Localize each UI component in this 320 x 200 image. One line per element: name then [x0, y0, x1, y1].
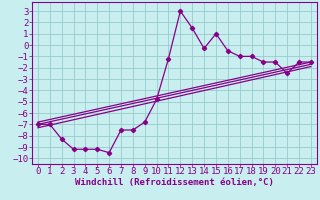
- X-axis label: Windchill (Refroidissement éolien,°C): Windchill (Refroidissement éolien,°C): [75, 178, 274, 187]
